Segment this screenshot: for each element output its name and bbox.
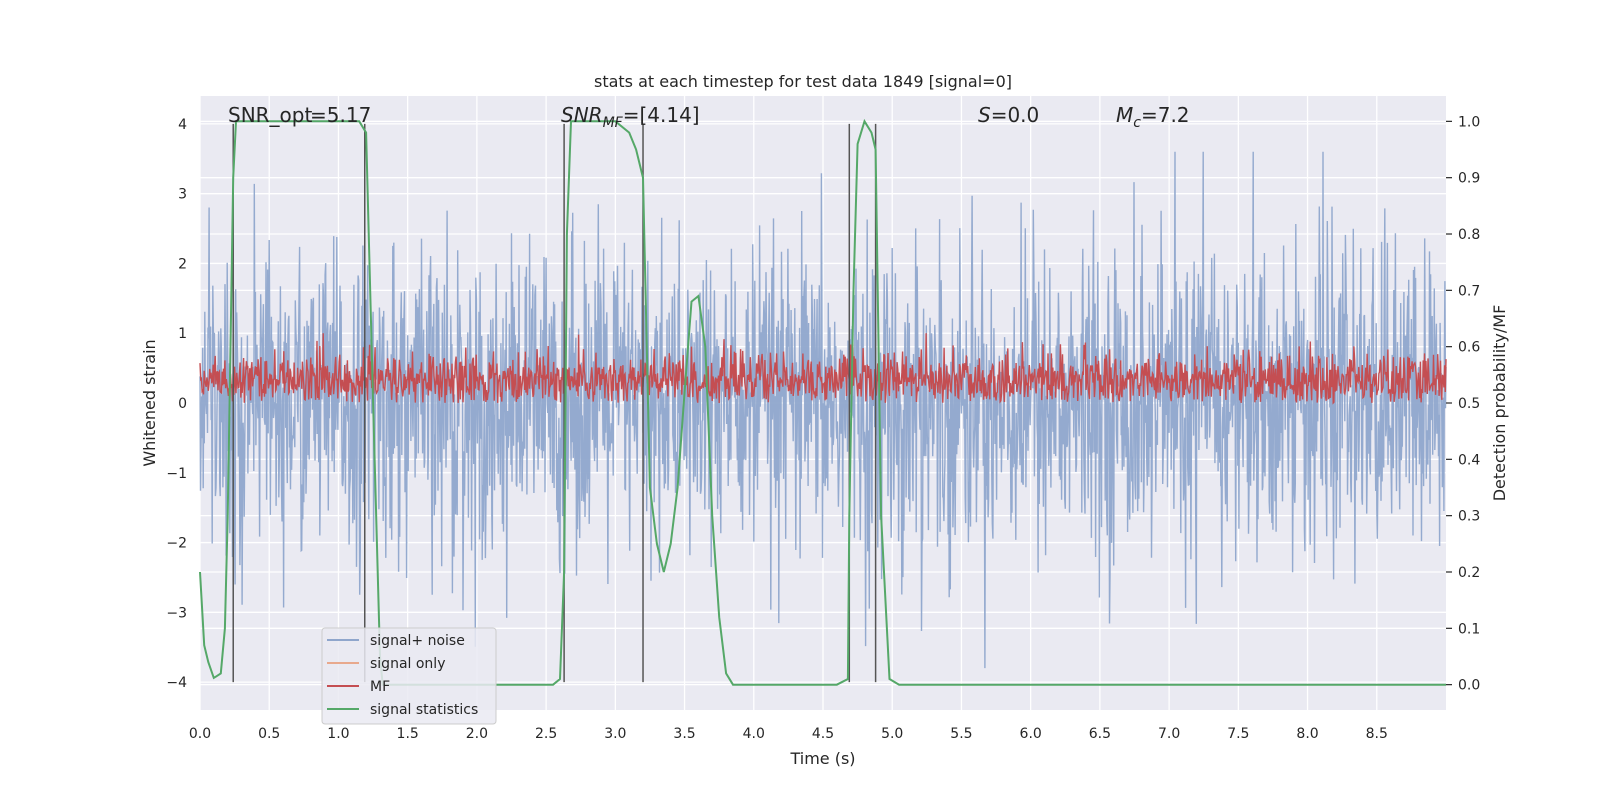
chart-title: stats at each timestep for test data 184… bbox=[594, 72, 1012, 91]
annotation-s-value: =0.0 bbox=[991, 103, 1040, 127]
y2-tick-label: 0.0 bbox=[1458, 678, 1480, 694]
x-tick-label: 7.0 bbox=[1158, 726, 1180, 742]
y2-tick-label: 1.0 bbox=[1458, 114, 1480, 130]
annotation-mc-value: =7.2 bbox=[1141, 103, 1190, 127]
y2-tick-label: 0.8 bbox=[1458, 227, 1480, 243]
noise-trace bbox=[199, 151, 1447, 669]
y-tick-label: −3 bbox=[166, 605, 187, 621]
x-tick-label: 0.0 bbox=[189, 726, 211, 742]
annotation-snr-mf-value: =[4.14] bbox=[623, 103, 700, 127]
x-tick-label: 4.0 bbox=[743, 726, 765, 742]
y2-tick-label: 0.6 bbox=[1458, 340, 1480, 356]
x-tick-label: 3.0 bbox=[604, 726, 626, 742]
y-axis-ticks: −4 −3 −2 −1 0 1 2 3 4 bbox=[166, 117, 187, 691]
y2-tick-label: 0.4 bbox=[1458, 452, 1480, 468]
annotation-mc-main: M bbox=[1116, 103, 1133, 127]
signal-statistics-line bbox=[199, 118, 1446, 686]
annotation-mc: Mc=7.2 bbox=[1116, 103, 1190, 131]
legend: signal+ noise signal only MF signal statist… bbox=[321, 627, 497, 725]
y2-tick-label: 0.1 bbox=[1458, 621, 1480, 637]
x-tick-label: 3.5 bbox=[673, 726, 695, 742]
x-tick-label: 7.5 bbox=[1227, 726, 1249, 742]
x-axis-title: Time (s) bbox=[789, 749, 855, 768]
x-tick-label: 8.0 bbox=[1296, 726, 1318, 742]
y-tick-label: −1 bbox=[166, 466, 187, 482]
x-tick-label: 4.5 bbox=[812, 726, 834, 742]
x-tick-label: 5.5 bbox=[950, 726, 972, 742]
annotation-s-main: S bbox=[978, 103, 991, 127]
y2-tick-label: 0.2 bbox=[1458, 565, 1480, 581]
x-tick-label: 0.5 bbox=[258, 726, 280, 742]
x-tick-label: 1.0 bbox=[327, 726, 349, 742]
y2-tick-label: 0.5 bbox=[1458, 396, 1480, 412]
y2-axis-ticks: 0.0 0.1 0.2 0.3 0.4 0.5 0.6 0.7 0.8 0.9 1.0 bbox=[1446, 114, 1480, 694]
y2-tick-label: 0.9 bbox=[1458, 171, 1480, 187]
y-tick-label: −4 bbox=[166, 675, 187, 691]
x-tick-label: 6.0 bbox=[1020, 726, 1042, 742]
x-tick-label: 8.5 bbox=[1366, 726, 1388, 742]
annotation-snr-mf-main: SNR bbox=[561, 103, 603, 127]
x-axis-ticks: 0.0 0.5 1.0 1.5 2.0 2.5 3.0 3.5 4.0 4.5 5.0 5.5 6.0 6… bbox=[189, 726, 1388, 742]
annotation-snr-mf-subscript: MF bbox=[603, 115, 624, 131]
y-tick-label: 0 bbox=[178, 396, 187, 412]
x-tick-label: 1.5 bbox=[397, 726, 419, 742]
mf-series bbox=[199, 333, 1447, 405]
legend-label: signal only bbox=[370, 656, 445, 672]
stats-series bbox=[199, 118, 1446, 686]
annotation-snr-opt: SNR_opt bbox=[228, 103, 312, 127]
y-tick-label: 1 bbox=[178, 326, 187, 342]
annotation-s: S=0.0 bbox=[978, 103, 1039, 127]
y-axis-title: Whitened strain bbox=[140, 339, 159, 466]
mf-trace bbox=[199, 333, 1447, 405]
x-tick-label: 2.5 bbox=[535, 726, 557, 742]
y2-tick-label: 0.3 bbox=[1458, 509, 1480, 525]
annotations: SNR_opt=5.17 SNRMF=[4.14] S=0.0 Mc=7.2 bbox=[228, 103, 1190, 131]
legend-label: MF bbox=[370, 679, 390, 695]
x-tick-label: 2.0 bbox=[466, 726, 488, 742]
y2-tick-label: 0.7 bbox=[1458, 283, 1480, 299]
legend-box bbox=[321, 627, 497, 725]
legend-label: signal+ noise bbox=[370, 633, 465, 649]
legend-label: signal statistics bbox=[370, 702, 478, 718]
y-tick-label: 3 bbox=[178, 187, 187, 203]
x-tick-label: 5.0 bbox=[881, 726, 903, 742]
y-tick-label: −2 bbox=[166, 536, 187, 552]
y-tick-label: 2 bbox=[178, 256, 187, 272]
annotation-snr-mf: SNRMF=[4.14] bbox=[561, 103, 700, 131]
annotation-mc-subscript: c bbox=[1133, 115, 1141, 131]
x-tick-label: 6.5 bbox=[1089, 726, 1111, 742]
y-tick-label: 4 bbox=[178, 117, 187, 133]
noise-series bbox=[199, 151, 1447, 669]
annotation-snr-opt-value: =5.17 bbox=[310, 103, 371, 127]
y2-axis-title: Detection probability/MF bbox=[1490, 305, 1509, 502]
